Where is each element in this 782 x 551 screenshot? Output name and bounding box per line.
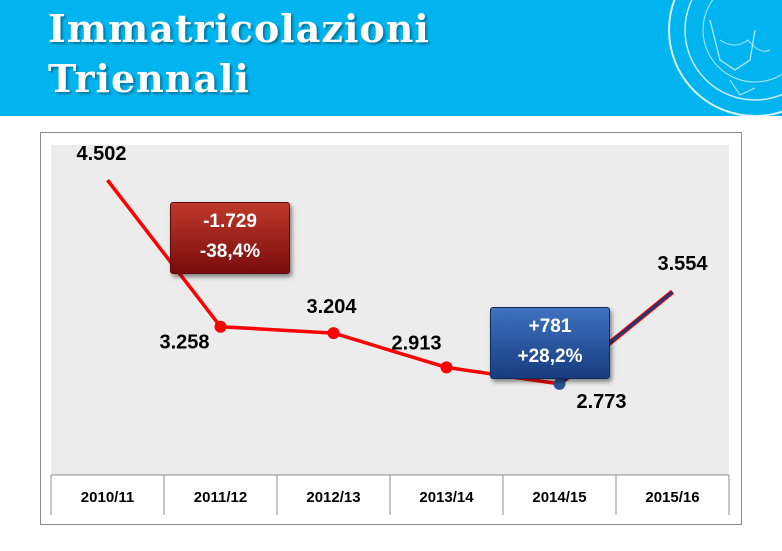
line-chart: 2010/11 2011/12 2012/13 2013/14 2014/15 2015/… [50,143,730,515]
data-label: 4.502 [76,143,126,165]
increase-callout: +781 +28,2% [490,307,610,379]
x-tick-label: 2013/14 [419,489,474,506]
increase-callout-percent: +28,2% [517,346,583,367]
chart-frame: 2010/11 2011/12 2012/13 2013/14 2014/15 2015/… [40,132,742,525]
data-label: 2.773 [576,391,626,413]
x-tick-label: 2015/16 [645,489,699,506]
data-point-marker [327,327,340,340]
decrease-callout-percent: -38,4% [199,241,261,262]
decrease-callout: -1.729 -38,4% [170,202,290,274]
data-label: 2.913 [391,332,441,354]
data-point-marker [440,361,453,374]
x-tick-label: 2014/15 [532,489,586,506]
x-tick-label: 2011/12 [194,489,247,506]
x-tick-label: 2012/13 [306,489,360,506]
decrease-callout-value: -1.729 [203,211,257,232]
data-label: 3.554 [657,253,708,275]
page-title-line-2: Triennali [48,56,250,101]
data-point-marker [553,377,566,390]
increase-callout-value: +781 [528,316,572,337]
header-bar: Immatricolazioni Triennali [0,0,782,116]
data-label: 3.258 [159,332,209,354]
plot-area [51,145,729,475]
university-seal-logo [660,0,782,116]
x-tick-label: 2010/11 [81,489,134,506]
data-point-marker [214,320,227,333]
page-title-line-1: Immatricolazioni [48,6,430,51]
data-label: 3.204 [306,296,357,318]
